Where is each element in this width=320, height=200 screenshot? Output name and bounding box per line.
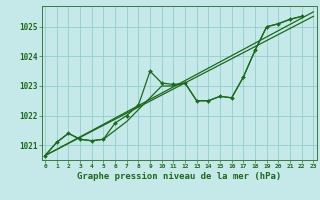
X-axis label: Graphe pression niveau de la mer (hPa): Graphe pression niveau de la mer (hPa) [77,172,281,181]
